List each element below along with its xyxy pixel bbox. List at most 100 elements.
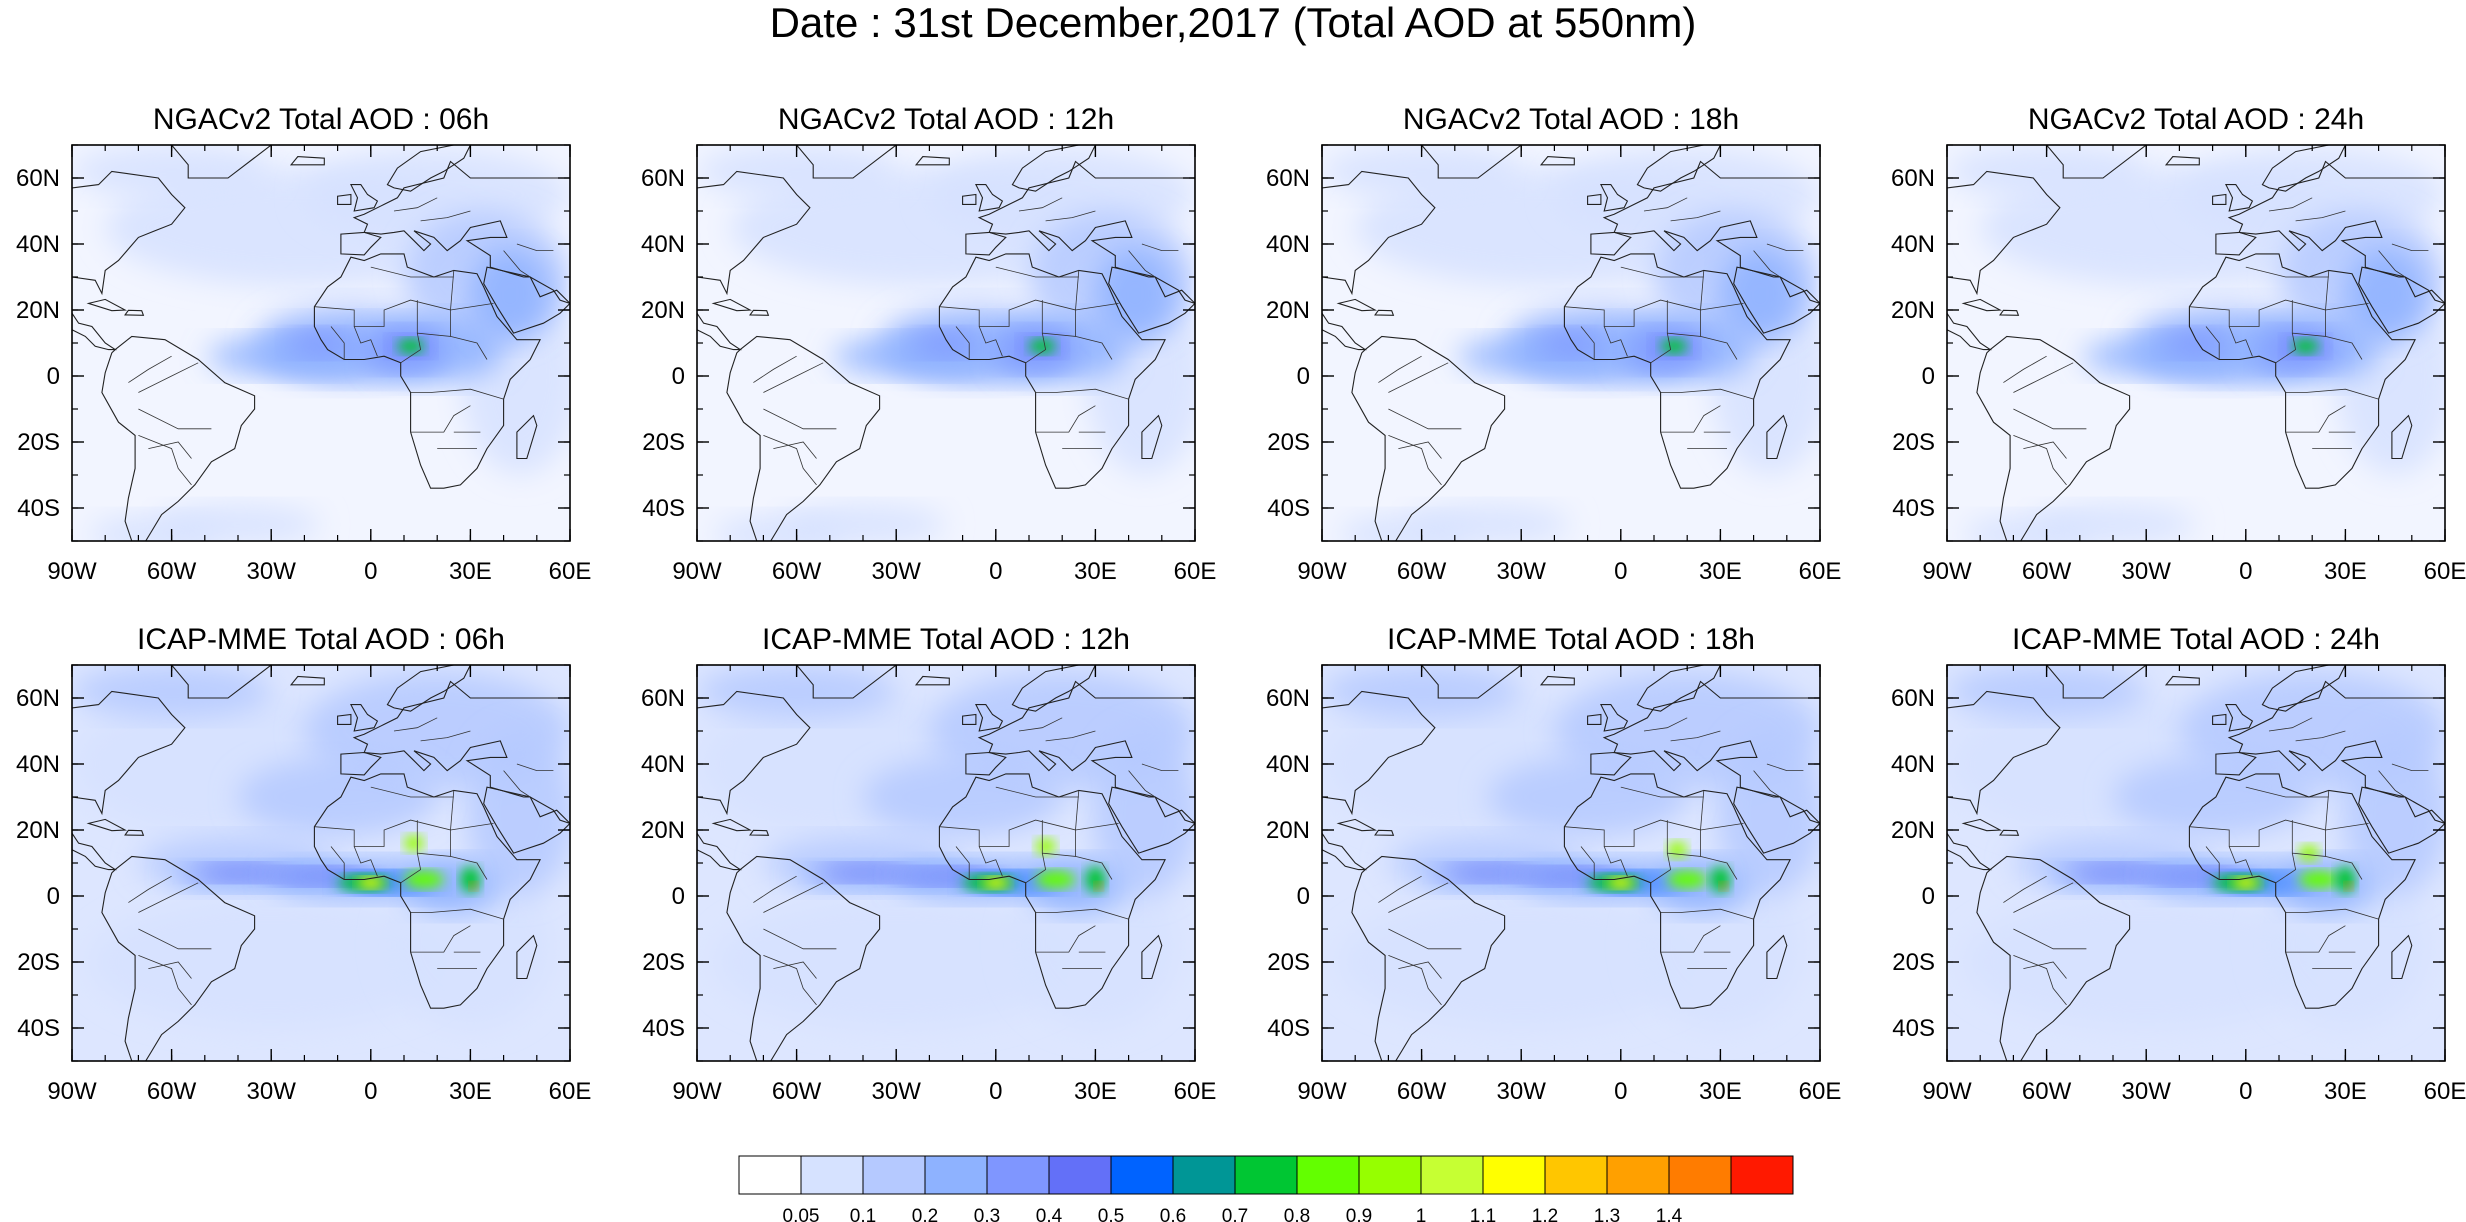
country-border	[1580, 326, 1595, 360]
aod-field	[72, 145, 570, 541]
coastline-greenland	[2045, 145, 2148, 179]
aod-plume	[780, 504, 946, 541]
country-border	[2003, 875, 2047, 903]
aod-plume	[467, 731, 570, 896]
y-tick-label: 40N	[16, 751, 60, 778]
coastline-centralAmerica	[72, 312, 118, 351]
coastline-iberia	[1590, 751, 1632, 776]
y-tick-label: 40S	[17, 1015, 60, 1042]
x-tick-label: 90W	[1922, 558, 1972, 585]
y-tick-label: 60N	[16, 165, 60, 192]
country-border	[2285, 405, 2346, 433]
coastline-scandinavia	[1636, 145, 1722, 192]
country-border	[1388, 435, 1442, 486]
country-border	[1620, 786, 1704, 798]
coastline-scandinavia	[386, 145, 472, 192]
country-border	[2003, 355, 2047, 383]
y-tick-label: 20N	[1266, 817, 1310, 844]
country-border	[138, 408, 212, 430]
aod-plume	[697, 665, 897, 718]
x-tick-label: 60W	[2022, 558, 2072, 585]
country-border	[1700, 856, 1738, 880]
country-border	[2378, 250, 2406, 278]
coastline-northAmerica	[1322, 690, 1436, 816]
colorbar-label: 0.9	[1346, 1206, 1372, 1222]
aod-plume	[1717, 731, 1820, 896]
country-border	[2205, 846, 2220, 880]
panel-title: ICAP-MME Total AOD : 06h	[137, 623, 505, 656]
x-tick-label: 90W	[672, 558, 722, 585]
coastline-ireland	[962, 713, 977, 725]
colorbar-label: 1.2	[1532, 1206, 1558, 1222]
country-border	[353, 846, 378, 877]
country-border	[410, 388, 504, 400]
country-border	[939, 819, 1076, 857]
x-tick-label: 90W	[47, 558, 97, 585]
coastline-greenland	[1420, 145, 1523, 179]
country-border	[1128, 770, 1156, 798]
country-border	[1766, 243, 1804, 252]
aod-plume	[1085, 866, 1106, 893]
country-border	[1753, 770, 1781, 798]
y-tick-label: 60N	[16, 685, 60, 712]
y-tick-label: 60N	[641, 685, 685, 712]
country-border	[2228, 846, 2253, 877]
country-border	[2013, 408, 2087, 430]
coastline-madagascar	[1766, 414, 1788, 460]
country-border	[128, 355, 172, 383]
x-tick-label: 60E	[2424, 558, 2466, 585]
x-tick-label: 30W	[1497, 558, 1547, 585]
coastline-ireland	[962, 193, 977, 205]
country-border	[503, 770, 531, 798]
map-panel: NGACv2 Total AOD : 06h 90W 60W 30W 0 30E 60E 60…	[16, 103, 591, 585]
coastline-northAmerica	[697, 690, 811, 816]
country-border	[1018, 717, 1063, 732]
aod-plume	[357, 877, 385, 889]
coastline-northAmerica	[1947, 690, 2061, 816]
coastline-cuba	[1961, 818, 2003, 832]
aod-plume	[2162, 329, 2230, 357]
country-border	[2325, 303, 2369, 311]
x-tick-label: 30W	[872, 558, 922, 585]
y-tick-label: 20S	[1892, 429, 1935, 456]
country-border	[2325, 823, 2369, 831]
colorbar-label: 1.3	[1594, 1206, 1620, 1222]
x-tick-label: 30W	[872, 1078, 922, 1105]
aod-plume	[404, 834, 424, 852]
coastline-centralAmerica	[1947, 832, 1993, 871]
coastline-hispaniola	[749, 829, 770, 836]
coastline-centralAmerica	[72, 832, 118, 871]
coastline-northAmerica	[1322, 170, 1436, 296]
coastline-greenland	[170, 145, 273, 179]
colorbar-label: 0.1	[850, 1206, 876, 1222]
coastline-greenland	[795, 665, 898, 699]
aod-plume	[1094, 882, 1103, 891]
country-border	[1035, 925, 1096, 953]
y-tick-label: 20S	[642, 429, 685, 456]
coastline-antarctic	[770, 1104, 810, 1117]
aod-plume	[1720, 247, 1801, 340]
x-tick-label: 30E	[449, 558, 492, 585]
coastline-iceland	[914, 156, 950, 166]
coastline-southAmerica	[726, 335, 881, 541]
y-tick-label: 40S	[1892, 1015, 1935, 1042]
coastline-britain	[975, 184, 1004, 212]
map-panel: ICAP-MME Total AOD : 18h 90W 60W 30W 0 30E 60E…	[1266, 623, 1841, 1105]
country-border	[1025, 853, 1047, 884]
y-tick-label: 20S	[17, 949, 60, 976]
colorbar-label: 0.8	[1284, 1206, 1310, 1222]
y-tick-label: 20S	[17, 429, 60, 456]
coastline-africa	[1563, 253, 1791, 489]
coastline-antarctic	[770, 584, 810, 597]
coastline-britain	[975, 704, 1004, 732]
coastline-arabia	[2358, 786, 2445, 854]
country-border	[393, 717, 438, 732]
colorbar-swatch	[1358, 1155, 1422, 1195]
colorbar-swatch	[1544, 1155, 1608, 1195]
country-border	[1141, 763, 1179, 771]
aod-plume	[863, 757, 1063, 837]
country-border	[995, 266, 1079, 278]
y-tick-label: 40N	[16, 231, 60, 258]
y-tick-label: 40S	[1892, 495, 1935, 522]
y-tick-label: 0	[672, 883, 685, 910]
